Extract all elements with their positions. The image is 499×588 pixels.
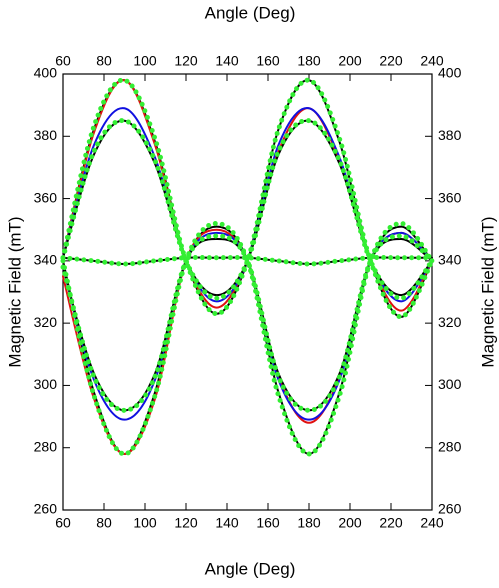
y-tick-label: 320 [34, 314, 58, 330]
x-tick-label-top: 200 [338, 53, 362, 69]
y-tick-label: 300 [34, 376, 58, 392]
y-tick-label: 260 [34, 501, 58, 517]
x-tick-label: 80 [96, 515, 112, 531]
x-tick-label-top: 120 [174, 53, 198, 69]
x-tick-label-top: 140 [215, 53, 239, 69]
x-tick-label-top: 60 [55, 53, 71, 69]
x-tick-label-top: 240 [420, 53, 444, 69]
dotted-series [60, 77, 435, 320]
plot-frame [62, 73, 433, 511]
dotted-series [60, 233, 435, 413]
y-tick-label-right: 260 [438, 501, 462, 517]
y-tick-label-right: 380 [438, 127, 462, 143]
y-tick-label-right: 340 [438, 252, 462, 268]
x-tick-label: 160 [256, 515, 280, 531]
x-axis-title: Angle (Deg) [205, 559, 296, 578]
y-tick-label: 360 [34, 189, 58, 205]
y-tick-label-right: 320 [438, 314, 462, 330]
x-tick-label: 120 [174, 515, 198, 531]
x-axis-title-top: Angle (Deg) [205, 3, 296, 22]
y-tick-label: 400 [34, 65, 58, 81]
x-tick-label: 220 [379, 515, 403, 531]
y-tick-label: 280 [34, 438, 58, 454]
x-tick-label-top: 180 [297, 53, 321, 69]
x-tick-label: 200 [338, 515, 362, 531]
dotted-series [60, 118, 435, 301]
dotted-series [60, 255, 435, 267]
x-tick-label: 60 [55, 515, 71, 531]
y-axis-title-right: Magnetic Field (mT) [478, 216, 497, 367]
x-tick-label: 240 [420, 515, 444, 531]
y-tick-label: 340 [34, 252, 58, 268]
y-tick-label-right: 280 [438, 438, 462, 454]
x-tick-label: 100 [133, 515, 157, 531]
x-tick-label-top: 160 [256, 53, 280, 69]
x-tick-label-top: 220 [379, 53, 403, 69]
y-axis-title: Magnetic Field (mT) [5, 216, 24, 367]
x-tick-label-top: 100 [133, 53, 157, 69]
x-tick-label: 140 [215, 515, 239, 531]
x-tick-label: 180 [297, 515, 321, 531]
y-tick-label: 380 [34, 127, 58, 143]
x-tick-label-top: 80 [96, 53, 112, 69]
y-tick-label-right: 300 [438, 376, 462, 392]
y-tick-label-right: 400 [438, 65, 462, 81]
y-tick-label-right: 360 [438, 189, 462, 205]
